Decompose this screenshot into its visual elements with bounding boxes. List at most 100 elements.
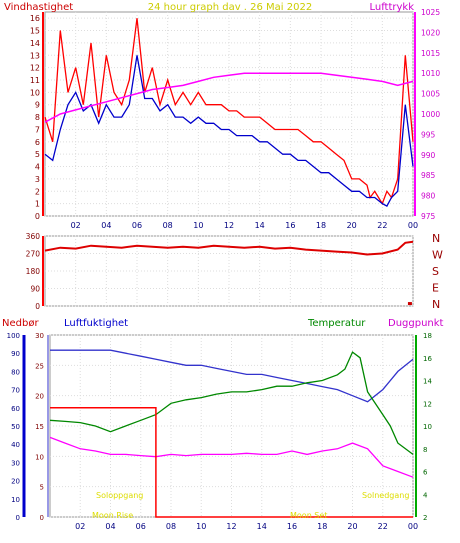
x-tick-label: 06 xyxy=(136,522,146,531)
y-right-tick-label: 990 xyxy=(421,151,436,160)
series-wind_avg xyxy=(44,55,414,207)
y-left-tick-label: 15 xyxy=(30,27,40,36)
rain-tick-label: 30 xyxy=(35,332,44,340)
compass-letter: W xyxy=(432,249,443,262)
temp-tick-label: 6 xyxy=(423,469,428,477)
rain-tick-label: 15 xyxy=(35,423,44,431)
rain-tick-label: 0 xyxy=(40,514,44,522)
y-left-tick-label: 11 xyxy=(30,76,40,85)
y-right-tick-label: 1020 xyxy=(421,28,440,37)
humidity-tick-label: 80 xyxy=(11,368,20,376)
y-left-tick-label: 9 xyxy=(35,101,40,110)
rain-tick-label: 25 xyxy=(35,362,44,370)
y-left-tick-label: 0 xyxy=(35,302,40,311)
right-axis-label: Lufttrykk xyxy=(369,2,414,13)
y-left-tick-label: 16 xyxy=(30,14,40,23)
y-left-tick-label: 1 xyxy=(35,200,40,209)
chart-title: 24 hour graph dav . 26 Mai 2022 xyxy=(148,2,312,13)
compass-letter: N xyxy=(432,298,440,311)
rain-tick-label: 10 xyxy=(35,453,44,461)
temp-tick-label: 10 xyxy=(423,423,432,431)
series-wind_gust xyxy=(44,18,414,206)
rain-tick-label: 20 xyxy=(35,393,44,401)
x-tick-label: 14 xyxy=(257,522,267,531)
direction-marker xyxy=(407,302,412,306)
y-right-tick-label: 995 xyxy=(421,130,436,139)
humidity-tick-label: 70 xyxy=(11,387,20,395)
y-right-tick-label: 975 xyxy=(421,212,436,221)
x-tick-label: 20 xyxy=(347,522,357,531)
series-dewpoint xyxy=(49,436,414,478)
temp-tick-label: 18 xyxy=(423,332,432,340)
y-left-tick-label: 13 xyxy=(30,51,40,60)
y-left-tick-label: 3 xyxy=(35,175,40,184)
y-right-tick-label: 1000 xyxy=(421,110,440,119)
rain-tick-label: 5 xyxy=(40,484,44,492)
series-temperature xyxy=(49,351,414,455)
temp-tick-label: 12 xyxy=(423,400,432,408)
humidity-tick-label: 20 xyxy=(11,478,20,486)
x-tick-label: 20 xyxy=(347,221,357,230)
y-left-tick-label: 360 xyxy=(26,232,41,241)
x-tick-label: 06 xyxy=(132,221,142,230)
temp-tick-label: 8 xyxy=(423,446,427,454)
humidity-temperature-chart: 02 04 06 08 10 12 14 16 18 20 22 000102030405060708… xyxy=(2,318,444,531)
annotation-label: Moon Rise xyxy=(92,511,133,520)
x-tick-label: 16 xyxy=(287,522,297,531)
dewpoint-label: Duggpunkt xyxy=(388,318,444,329)
x-tick-label: 10 xyxy=(196,522,206,531)
y-right-tick-label: 1005 xyxy=(421,90,440,99)
x-tick-label: 22 xyxy=(378,522,388,531)
humidity-tick-label: 50 xyxy=(11,423,20,431)
humidity-tick-label: 30 xyxy=(11,459,20,467)
humidity-tick-label: 0 xyxy=(16,514,20,522)
x-tick-label: 02 xyxy=(75,522,85,531)
y-left-tick-label: 10 xyxy=(30,88,40,97)
annotation-label: Solnedgang xyxy=(362,491,409,500)
x-tick-label: 08 xyxy=(166,522,176,531)
y-left-tick-label: 90 xyxy=(30,285,40,294)
temp-tick-label: 2 xyxy=(423,514,427,522)
y-left-tick-label: 270 xyxy=(26,250,41,259)
humidity-tick-label: 90 xyxy=(11,350,20,358)
x-tick-label: 12 xyxy=(226,522,236,531)
series-pressure xyxy=(44,72,414,123)
x-tick-label: 12 xyxy=(224,221,234,230)
humidity-tick-label: 10 xyxy=(11,496,20,504)
left-axis-label: Vindhastighet xyxy=(4,2,73,13)
rain-label: Nedbør xyxy=(2,318,39,329)
x-tick-label: 00 xyxy=(408,221,418,230)
x-tick-label: 00 xyxy=(408,522,418,531)
y-right-tick-label: 985 xyxy=(421,171,436,180)
humidity-tick-label: 40 xyxy=(11,441,20,449)
annotation-label: Soloppgang xyxy=(96,491,143,500)
x-tick-label: 04 xyxy=(105,522,115,531)
y-left-tick-label: 0 xyxy=(35,212,40,221)
humidity-tick-label: 60 xyxy=(11,405,20,413)
series-rain xyxy=(50,407,413,518)
y-left-tick-label: 7 xyxy=(35,125,40,134)
x-tick-label: 02 xyxy=(71,221,81,230)
y-left-tick-label: 2 xyxy=(35,187,40,196)
y-left-tick-label: 6 xyxy=(35,138,40,147)
temp-tick-label: 14 xyxy=(423,378,432,386)
x-tick-label: 04 xyxy=(101,221,111,230)
temperature-label: Temperatur xyxy=(307,318,366,329)
y-right-tick-label: 1010 xyxy=(421,69,440,78)
x-tick-label: 14 xyxy=(255,221,265,230)
annotation-label: Moon Set xyxy=(290,511,327,520)
y-left-tick-label: 180 xyxy=(26,267,41,276)
y-left-tick-label: 4 xyxy=(35,163,40,172)
humidity-label: Luftfuktighet xyxy=(64,318,128,329)
compass-letter: E xyxy=(432,282,439,295)
y-left-tick-label: 14 xyxy=(30,39,40,48)
y-left-tick-label: 12 xyxy=(30,64,40,73)
temp-tick-label: 16 xyxy=(423,355,432,363)
temp-tick-label: 4 xyxy=(423,491,428,499)
compass-letter: S xyxy=(432,265,439,278)
y-right-tick-label: 1015 xyxy=(421,49,440,58)
x-tick-label: 22 xyxy=(377,221,387,230)
compass-letter: N xyxy=(432,232,440,245)
x-tick-label: 18 xyxy=(316,221,326,230)
